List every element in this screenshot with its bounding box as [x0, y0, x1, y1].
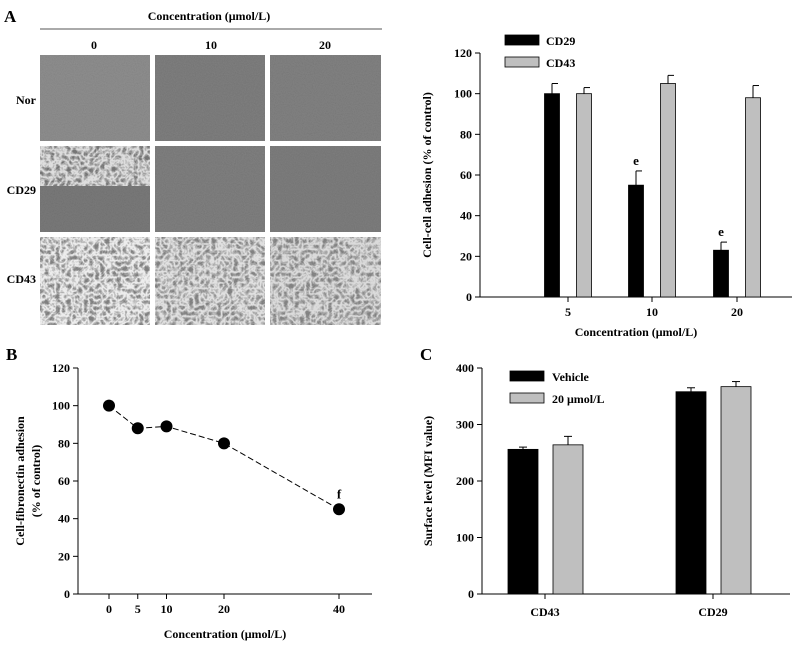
y-tick-label: 80 [460, 127, 472, 141]
bar-cd29-10 [628, 184, 644, 298]
y-tick-label: 100 [456, 531, 474, 545]
bar-annotation: e [633, 153, 639, 168]
bar-cd43-10 [660, 83, 676, 298]
legend-swatch-cd43 [504, 56, 540, 68]
micrograph-cd29-10 [155, 146, 265, 232]
chart-b: 0 20 40 60 80 100 120 0 5 10 20 40 f Concentration (μ… [13, 361, 372, 641]
x-tick-label: 5 [135, 602, 141, 616]
y-tick-label: 0 [64, 587, 70, 601]
x-tick-label: 10 [646, 305, 658, 319]
column-label-0: 0 [91, 38, 97, 52]
y-tick-label: 120 [454, 46, 472, 60]
y-tick-label: 60 [58, 474, 70, 488]
bar-series1-cd43 [552, 444, 584, 595]
micrograph-nor-0 [40, 55, 150, 141]
data-point-5 [131, 422, 144, 435]
y-tick-label: 100 [52, 399, 70, 413]
x-axis-title: Concentration (μmol/L) [575, 325, 697, 339]
bar-series0-cd43 [507, 448, 539, 595]
panel-label-c: C [420, 345, 432, 364]
x-tick-label: 40 [333, 602, 345, 616]
x-tick-label: 20 [731, 305, 743, 319]
y-tick-label: 200 [456, 474, 474, 488]
legend-label-cd43: CD43 [546, 56, 575, 70]
panel-label-a: A [4, 7, 17, 26]
bar-cd43-5 [576, 93, 592, 298]
y-tick-label: 300 [456, 418, 474, 432]
data-point-10 [160, 420, 173, 433]
row-label-nor: Nor [16, 93, 37, 107]
x-tick-label: 0 [106, 602, 112, 616]
y-tick-label: 0 [466, 290, 472, 304]
bar-cd43-20 [745, 97, 761, 298]
legend-label-0: Vehicle [552, 370, 590, 384]
row-label-cd43: CD43 [7, 272, 36, 286]
y-axis-title: Surface level (MFI value) [421, 416, 435, 546]
y-tick-label: 40 [460, 209, 472, 223]
bar-series0-cd29 [675, 391, 707, 595]
column-label-10: 10 [205, 38, 217, 52]
y-tick-label: 20 [460, 249, 472, 263]
y-axis-title: Cell-cell adhesion (% of control) [420, 92, 434, 258]
legend-label-cd29: CD29 [546, 34, 575, 48]
legend-swatch-0 [509, 370, 545, 382]
chart-c: 0 100 200 300 400 CD43 CD29 Vehicle 20 μmol/L Sur… [421, 361, 790, 619]
y-axis-title-line2: (% of control) [29, 445, 43, 517]
y-axis-title: Cell-fibronectin adhesion [13, 416, 27, 546]
data-point-0 [103, 399, 115, 412]
bar-cd29-20 [713, 249, 729, 298]
bar-cd29-5 [544, 93, 560, 298]
y-tick-label: 0 [468, 587, 474, 601]
x-tick-label: 10 [161, 602, 173, 616]
y-tick-label: 20 [58, 549, 70, 563]
panel-label-b: B [6, 345, 17, 364]
x-axis-title: Concentration (μmol/L) [164, 627, 286, 641]
legend-swatch-cd29 [504, 34, 540, 46]
y-tick-label: 80 [58, 436, 70, 450]
y-tick-label: 60 [460, 168, 472, 182]
x-tick-label: 20 [218, 602, 230, 616]
micrograph-nor-20 [270, 55, 381, 141]
y-tick-label: 40 [58, 512, 70, 526]
data-point-40 [333, 503, 345, 516]
x-tick-label: CD29 [698, 605, 727, 619]
x-tick-label: CD43 [530, 605, 559, 619]
micrograph-grid: Concentration (μmol/L) 0 10 20 Nor CD29 … [7, 9, 382, 325]
data-point-20 [218, 437, 230, 450]
legend-swatch-1 [509, 392, 545, 404]
micrograph-nor-10 [155, 55, 265, 141]
micrograph-header: Concentration (μmol/L) [148, 9, 270, 23]
y-tick-label: 100 [454, 87, 472, 101]
row-label-cd29: CD29 [7, 183, 36, 197]
y-tick-label: 400 [456, 361, 474, 375]
point-annotation: f [337, 486, 342, 501]
bar-annotation: e [718, 224, 724, 239]
column-label-20: 20 [319, 38, 331, 52]
chart-a: 0 20 40 60 80 100 120 5 10 20 e e CD29 CD43 Concentrat… [420, 34, 792, 339]
bar-series1-cd29 [720, 386, 752, 595]
x-tick-label: 5 [565, 305, 571, 319]
y-tick-label: 120 [52, 361, 70, 375]
legend-label-1: 20 μmol/L [552, 392, 604, 406]
series-line [108, 405, 340, 510]
micrograph-cd29-20 [270, 146, 381, 232]
